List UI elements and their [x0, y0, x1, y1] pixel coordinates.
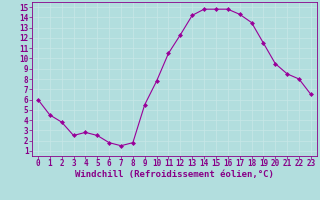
X-axis label: Windchill (Refroidissement éolien,°C): Windchill (Refroidissement éolien,°C) — [75, 170, 274, 179]
